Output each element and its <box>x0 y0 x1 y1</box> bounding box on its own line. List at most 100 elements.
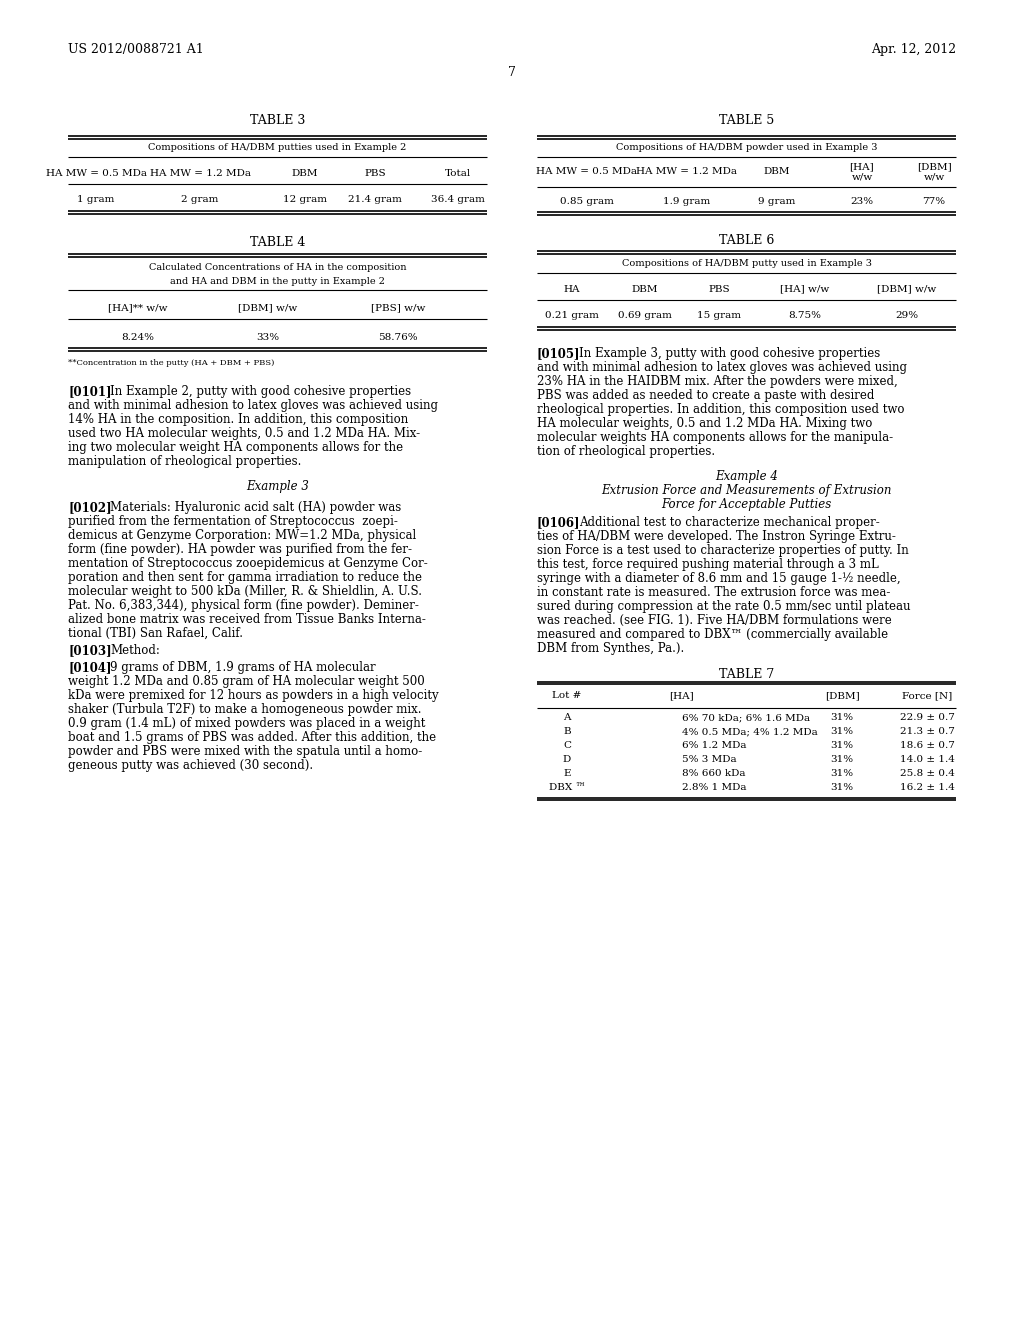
Text: 36.4 gram: 36.4 gram <box>431 195 485 205</box>
Text: molecular weights HA components allows for the manipula-: molecular weights HA components allows f… <box>537 432 893 444</box>
Text: 5% 3 MDa: 5% 3 MDa <box>682 755 736 764</box>
Text: TABLE 7: TABLE 7 <box>719 668 774 681</box>
Text: mentation of Streptococcus zooepidemicus at Genzyme Cor-: mentation of Streptococcus zooepidemicus… <box>68 557 428 570</box>
Text: 31%: 31% <box>830 713 854 722</box>
Text: form (fine powder). HA powder was purified from the fer-: form (fine powder). HA powder was purifi… <box>68 544 412 556</box>
Text: US 2012/0088721 A1: US 2012/0088721 A1 <box>68 44 204 57</box>
Text: [DBM] w/w: [DBM] w/w <box>878 285 937 293</box>
Text: Force [N]: Force [N] <box>902 692 952 700</box>
Text: 23%: 23% <box>851 197 873 206</box>
Text: [0106]: [0106] <box>537 516 581 529</box>
Text: 23% HA in the HAIDBM mix. After the powders were mixed,: 23% HA in the HAIDBM mix. After the powd… <box>537 375 898 388</box>
Text: 0.21 gram: 0.21 gram <box>545 312 599 321</box>
Text: TABLE 4: TABLE 4 <box>250 236 305 249</box>
Text: In Example 3, putty with good cohesive properties: In Example 3, putty with good cohesive p… <box>579 347 881 360</box>
Text: B: B <box>563 727 570 737</box>
Text: 33%: 33% <box>256 333 280 342</box>
Text: weight 1.2 MDa and 0.85 gram of HA molecular weight 500: weight 1.2 MDa and 0.85 gram of HA molec… <box>68 675 425 688</box>
Text: Calculated Concentrations of HA in the composition: Calculated Concentrations of HA in the c… <box>148 263 407 272</box>
Text: [DBM] w/w: [DBM] w/w <box>239 304 298 313</box>
Text: boat and 1.5 grams of PBS was added. After this addition, the: boat and 1.5 grams of PBS was added. Aft… <box>68 731 436 743</box>
Text: DBM: DBM <box>292 169 318 177</box>
Text: HA MW = 1.2 MDa: HA MW = 1.2 MDa <box>150 169 251 177</box>
Text: w/w: w/w <box>924 173 944 181</box>
Text: **Concentration in the putty (HA + DBM + PBS): **Concentration in the putty (HA + DBM +… <box>68 359 274 367</box>
Text: [0103]: [0103] <box>68 644 112 657</box>
Text: DBM: DBM <box>764 168 791 177</box>
Text: 8.24%: 8.24% <box>122 333 155 342</box>
Text: DBM from Synthes, Pa.).: DBM from Synthes, Pa.). <box>537 643 684 656</box>
Text: and with minimal adhesion to latex gloves was achieved using: and with minimal adhesion to latex glove… <box>537 360 907 374</box>
Text: HA MW = 0.5 MDa: HA MW = 0.5 MDa <box>537 168 638 177</box>
Text: [DBM]: [DBM] <box>824 692 859 700</box>
Text: 29%: 29% <box>895 312 919 321</box>
Text: E: E <box>563 770 570 777</box>
Text: was reached. (see FIG. 1). Five HA/DBM formulations were: was reached. (see FIG. 1). Five HA/DBM f… <box>537 614 892 627</box>
Text: molecular weight to 500 kDa (Miller, R. & Shieldlin, A. U.S.: molecular weight to 500 kDa (Miller, R. … <box>68 585 422 598</box>
Text: HA MW = 0.5 MDa: HA MW = 0.5 MDa <box>45 169 146 177</box>
Text: 0.69 gram: 0.69 gram <box>618 312 672 321</box>
Text: 77%: 77% <box>923 197 945 206</box>
Text: 16.2 ± 1.4: 16.2 ± 1.4 <box>899 783 954 792</box>
Text: [HA] w/w: [HA] w/w <box>780 285 829 293</box>
Text: [HA]: [HA] <box>670 692 694 700</box>
Text: kDa were premixed for 12 hours as powders in a high velocity: kDa were premixed for 12 hours as powder… <box>68 689 438 702</box>
Text: [HA]** w/w: [HA]** w/w <box>109 304 168 313</box>
Text: sion Force is a test used to characterize properties of putty. In: sion Force is a test used to characteriz… <box>537 544 908 557</box>
Text: Lot #: Lot # <box>552 692 582 700</box>
Text: 14.0 ± 1.4: 14.0 ± 1.4 <box>899 755 954 764</box>
Text: Extrusion Force and Measurements of Extrusion: Extrusion Force and Measurements of Extr… <box>601 484 892 498</box>
Text: 8.75%: 8.75% <box>788 312 821 321</box>
Text: in constant rate is measured. The extrusion force was mea-: in constant rate is measured. The extrus… <box>537 586 891 599</box>
Text: DBM: DBM <box>632 285 658 293</box>
Text: sured during compression at the rate 0.5 mm/sec until plateau: sured during compression at the rate 0.5… <box>537 601 910 614</box>
Text: HA MW = 1.2 MDa: HA MW = 1.2 MDa <box>637 168 737 177</box>
Text: TABLE 3: TABLE 3 <box>250 114 305 127</box>
Text: Force for Acceptable Putties: Force for Acceptable Putties <box>662 498 831 511</box>
Text: [0102]: [0102] <box>68 502 112 515</box>
Text: HA molecular weights, 0.5 and 1.2 MDa HA. Mixing two: HA molecular weights, 0.5 and 1.2 MDa HA… <box>537 417 872 430</box>
Text: 22.9 ± 0.7: 22.9 ± 0.7 <box>899 713 954 722</box>
Text: 0.9 gram (1.4 mL) of mixed powders was placed in a weight: 0.9 gram (1.4 mL) of mixed powders was p… <box>68 717 425 730</box>
Text: 9 grams of DBM, 1.9 grams of HA molecular: 9 grams of DBM, 1.9 grams of HA molecula… <box>110 661 376 673</box>
Text: poration and then sent for gamma irradiation to reduce the: poration and then sent for gamma irradia… <box>68 572 422 585</box>
Text: 31%: 31% <box>830 755 854 764</box>
Text: 2.8% 1 MDa: 2.8% 1 MDa <box>682 783 746 792</box>
Text: [PBS] w/w: [PBS] w/w <box>371 304 425 313</box>
Text: 4% 0.5 MDa; 4% 1.2 MDa: 4% 0.5 MDa; 4% 1.2 MDa <box>682 727 818 737</box>
Text: 31%: 31% <box>830 783 854 792</box>
Text: 9 gram: 9 gram <box>759 197 796 206</box>
Text: PBS: PBS <box>365 169 386 177</box>
Text: PBS was added as needed to create a paste with desired: PBS was added as needed to create a past… <box>537 389 874 403</box>
Text: manipulation of rheological properties.: manipulation of rheological properties. <box>68 455 301 469</box>
Text: Example 4: Example 4 <box>715 470 778 483</box>
Text: shaker (Turbula T2F) to make a homogeneous powder mix.: shaker (Turbula T2F) to make a homogeneo… <box>68 702 422 715</box>
Text: rheological properties. In addition, this composition used two: rheological properties. In addition, thi… <box>537 403 904 416</box>
Text: 31%: 31% <box>830 727 854 737</box>
Text: 31%: 31% <box>830 770 854 777</box>
Text: demicus at Genzyme Corporation: MW=1.2 MDa, physical: demicus at Genzyme Corporation: MW=1.2 M… <box>68 529 416 543</box>
Text: HA: HA <box>564 285 581 293</box>
Text: Compositions of HA/DBM putties used in Example 2: Compositions of HA/DBM putties used in E… <box>148 144 407 153</box>
Text: 12 gram: 12 gram <box>283 195 327 205</box>
Text: this test, force required pushing material through a 3 mL: this test, force required pushing materi… <box>537 558 879 572</box>
Text: 58.76%: 58.76% <box>378 333 418 342</box>
Text: 31%: 31% <box>830 741 854 750</box>
Text: 6% 70 kDa; 6% 1.6 MDa: 6% 70 kDa; 6% 1.6 MDa <box>682 713 810 722</box>
Text: 1.9 gram: 1.9 gram <box>664 197 711 206</box>
Text: [0105]: [0105] <box>537 347 581 360</box>
Text: TABLE 6: TABLE 6 <box>719 234 774 247</box>
Text: tional (TBI) San Rafael, Calif.: tional (TBI) San Rafael, Calif. <box>68 627 243 640</box>
Text: 18.6 ± 0.7: 18.6 ± 0.7 <box>899 741 954 750</box>
Text: [DBM]: [DBM] <box>916 162 951 172</box>
Text: 8% 660 kDa: 8% 660 kDa <box>682 770 745 777</box>
Text: ing two molecular weight HA components allows for the: ing two molecular weight HA components a… <box>68 441 403 454</box>
Text: Total: Total <box>444 169 471 177</box>
Text: measured and compared to DBX™ (commercially available: measured and compared to DBX™ (commercia… <box>537 628 888 642</box>
Text: [HA]: [HA] <box>850 162 874 172</box>
Text: Compositions of HA/DBM powder used in Example 3: Compositions of HA/DBM powder used in Ex… <box>615 144 878 153</box>
Text: 14% HA in the composition. In addition, this composition: 14% HA in the composition. In addition, … <box>68 413 409 426</box>
Text: Method:: Method: <box>110 644 160 657</box>
Text: TABLE 5: TABLE 5 <box>719 114 774 127</box>
Text: Example 3: Example 3 <box>246 480 309 494</box>
